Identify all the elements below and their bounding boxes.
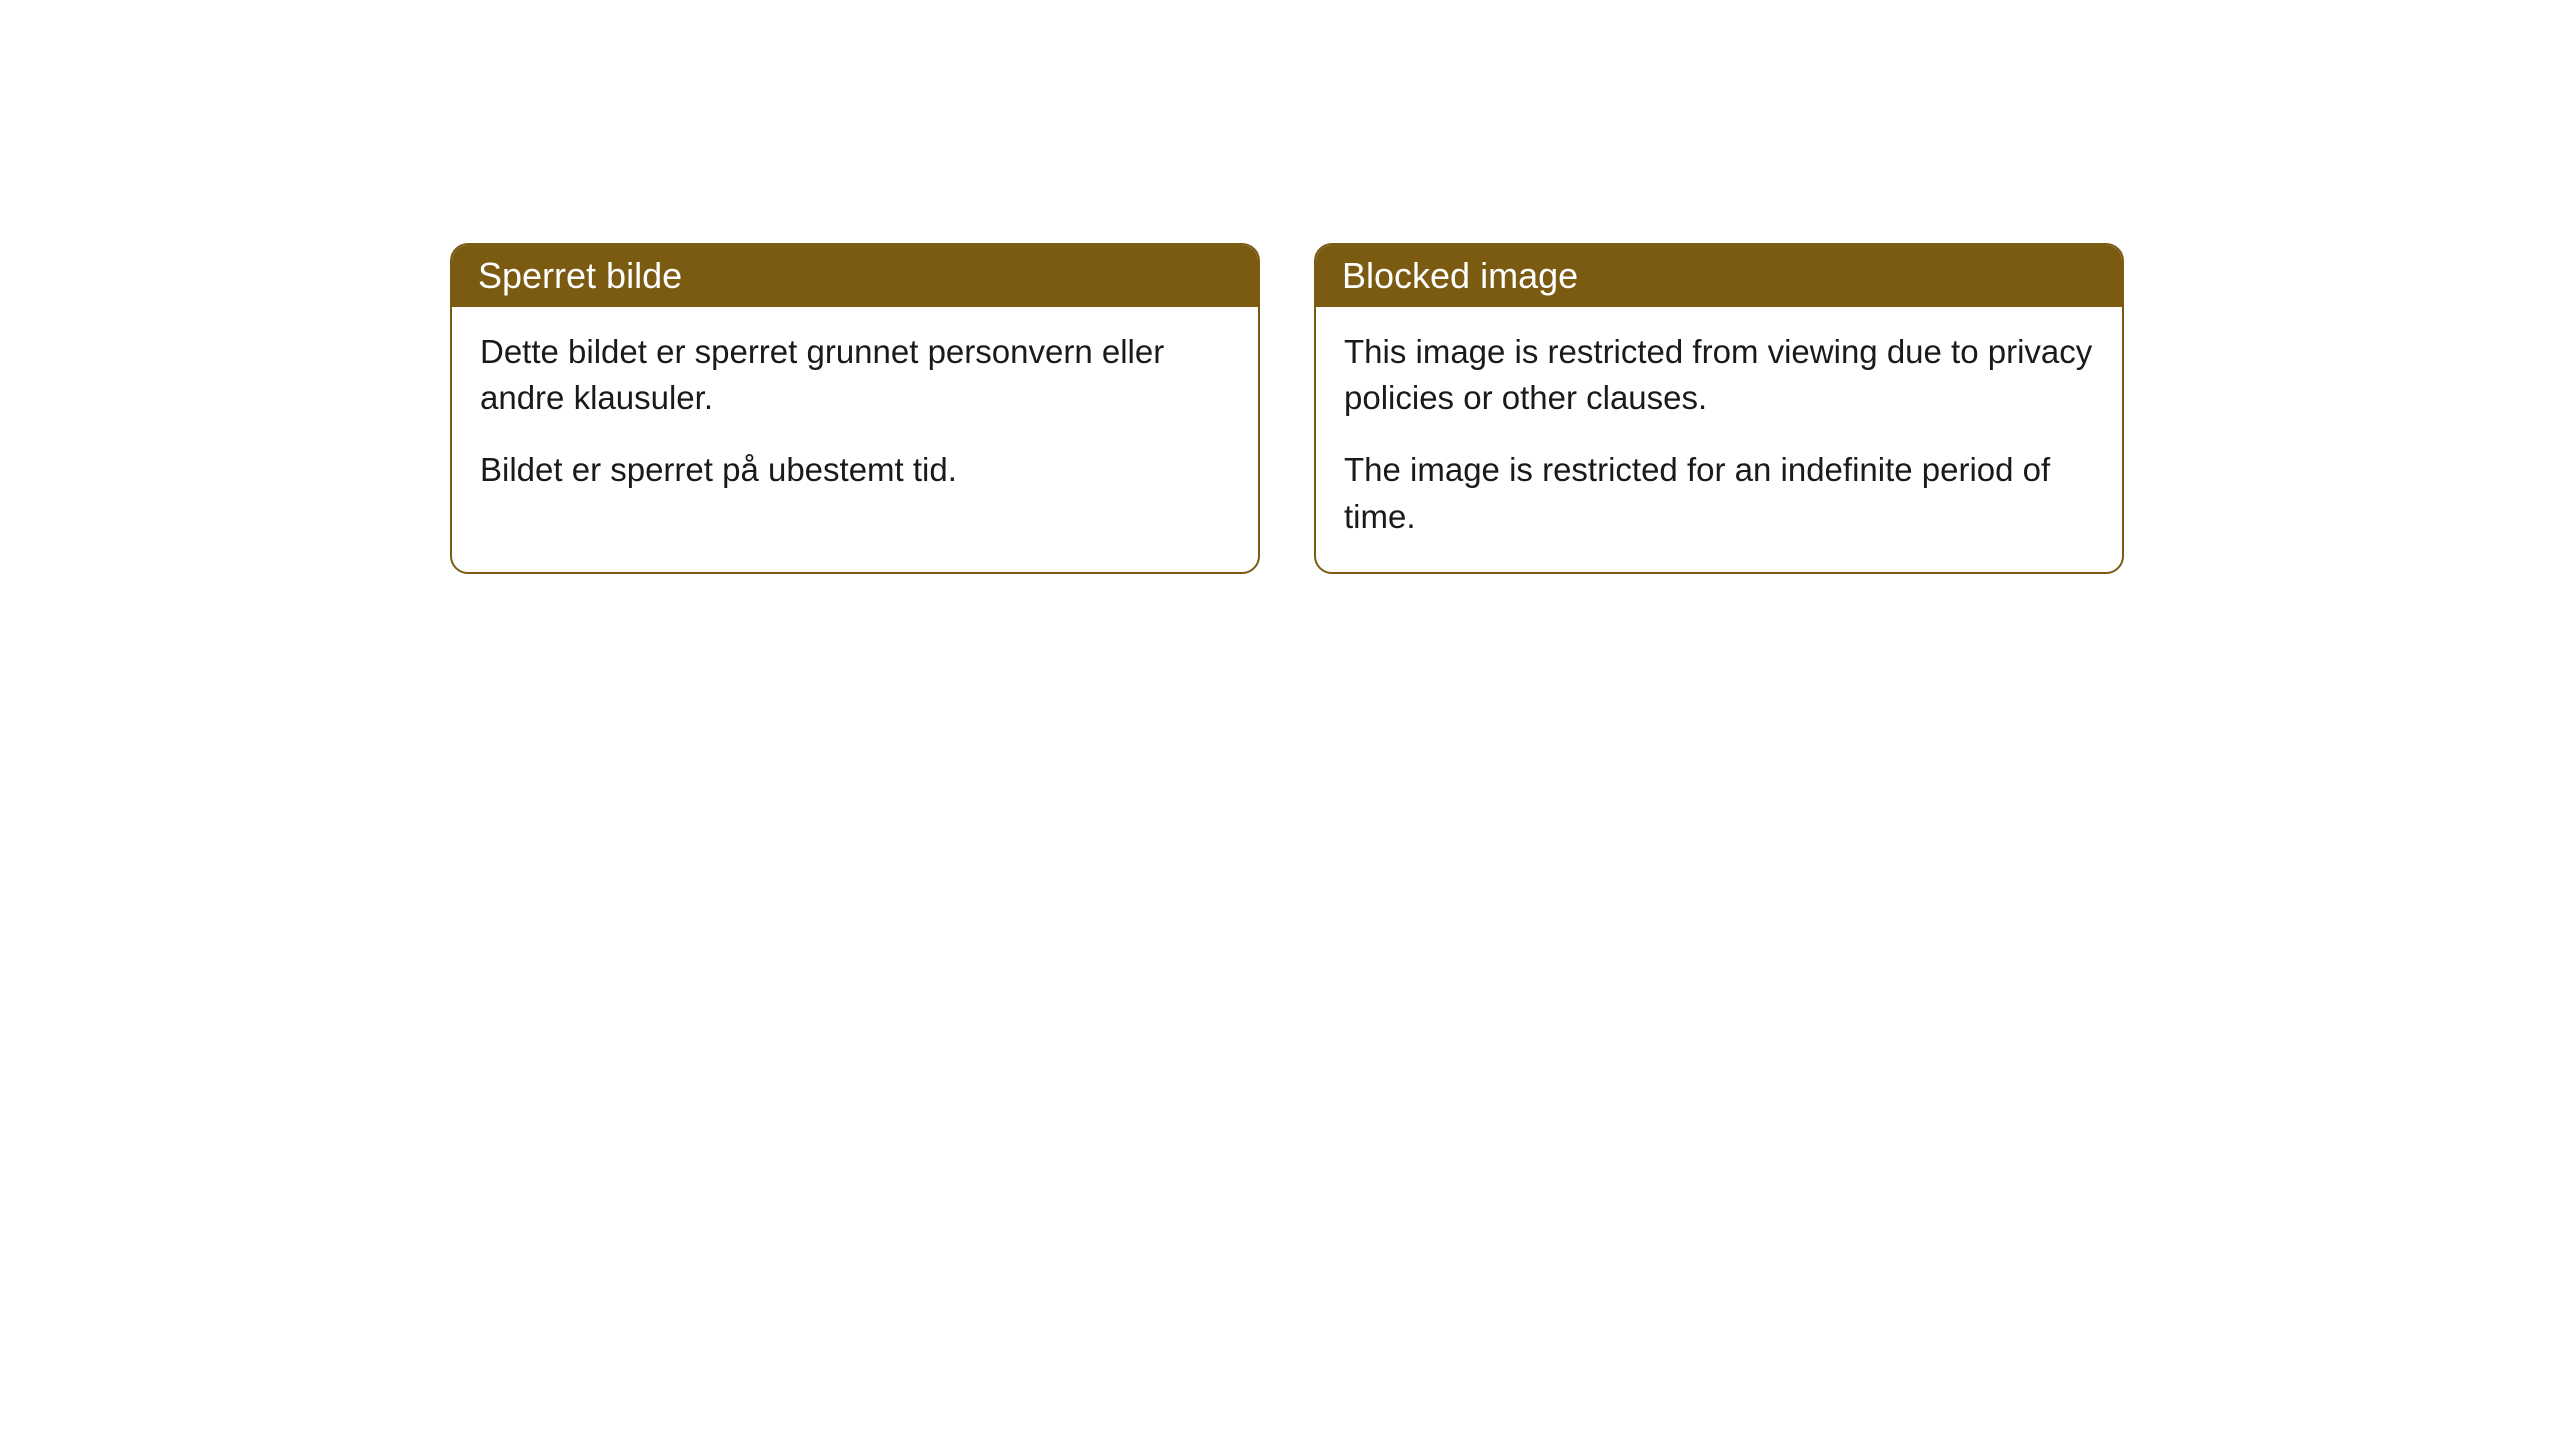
card-paragraph: This image is restricted from viewing du…	[1344, 329, 2094, 421]
card-paragraph: The image is restricted for an indefinit…	[1344, 447, 2094, 539]
card-title: Sperret bilde	[478, 255, 682, 296]
notice-card-norwegian: Sperret bilde Dette bildet er sperret gr…	[450, 243, 1260, 574]
notice-cards-container: Sperret bilde Dette bildet er sperret gr…	[450, 243, 2124, 574]
card-body: This image is restricted from viewing du…	[1316, 307, 2122, 572]
card-paragraph: Bildet er sperret på ubestemt tid.	[480, 447, 1230, 493]
card-body: Dette bildet er sperret grunnet personve…	[452, 307, 1258, 526]
card-title: Blocked image	[1342, 255, 1578, 296]
card-paragraph: Dette bildet er sperret grunnet personve…	[480, 329, 1230, 421]
card-header: Blocked image	[1316, 245, 2122, 307]
card-header: Sperret bilde	[452, 245, 1258, 307]
notice-card-english: Blocked image This image is restricted f…	[1314, 243, 2124, 574]
